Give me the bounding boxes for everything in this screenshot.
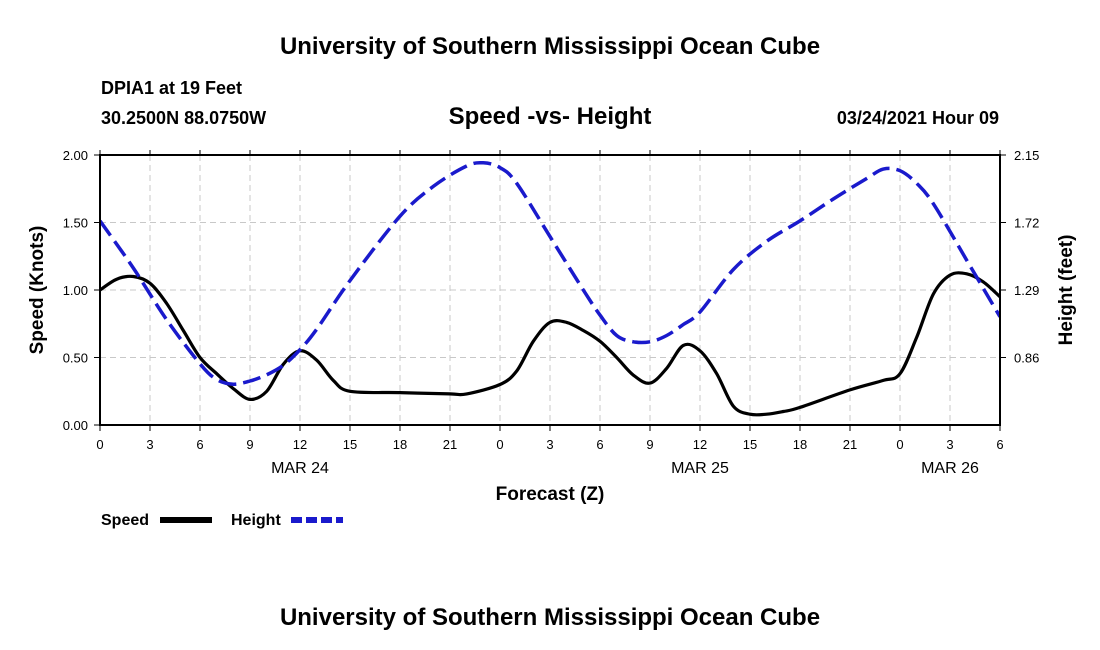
- series-lines: [100, 160, 1000, 417]
- x-date-label: MAR 24: [271, 460, 329, 477]
- y2-axis-label: Height (feet): [1056, 235, 1077, 346]
- x-tick-label: 9: [246, 437, 253, 452]
- y2-tick-label: 0.86: [1014, 351, 1039, 366]
- y-tick-label: 2.00: [63, 148, 88, 163]
- y2-tick-label: 1.29: [1014, 283, 1039, 298]
- x-tick-label: 9: [646, 437, 653, 452]
- legend: Speed Height: [101, 512, 343, 529]
- y2-tick-label: 1.72: [1014, 216, 1039, 231]
- y-tick-label: 1.50: [63, 216, 88, 231]
- chart-title: Speed -vs- Height: [449, 103, 652, 130]
- station-label: DPIA1 at 19 Feet: [101, 78, 242, 98]
- x-tick-label: 18: [793, 437, 807, 452]
- axes: 0 3 6 9 12 15 18 21 0 3 6 9 12 15 18 21 0 3 6 MAR 24 MAR 25 M…: [63, 148, 1040, 477]
- speed-series-line: [100, 271, 1000, 417]
- x-tick-label: 0: [96, 437, 103, 452]
- page-title: University of Southern Mississippi Ocean…: [280, 33, 820, 60]
- x-tick-label: 0: [496, 437, 503, 452]
- x-axis-label: Forecast (Z): [496, 484, 605, 505]
- height-series-line: [100, 160, 1000, 386]
- x-tick-label: 3: [146, 437, 153, 452]
- x-tick-label: 3: [946, 437, 953, 452]
- x-tick-label: 6: [996, 437, 1003, 452]
- x-tick-label: 21: [843, 437, 857, 452]
- gridlines: [100, 155, 1000, 425]
- y2-tick-label: 2.15: [1014, 148, 1039, 163]
- x-tick-label: 21: [443, 437, 457, 452]
- x-tick-label: 12: [293, 437, 307, 452]
- legend-speed-label: Speed: [101, 512, 149, 529]
- legend-height-label: Height: [231, 512, 281, 529]
- x-date-label: MAR 26: [921, 460, 979, 477]
- x-tick-label: 0: [896, 437, 903, 452]
- y-axis-label: Speed (Knots): [27, 226, 48, 355]
- x-tick-label: 6: [196, 437, 203, 452]
- x-tick-label: 15: [343, 437, 357, 452]
- location-label: 30.2500N 88.0750W: [101, 108, 266, 128]
- forecast-datetime: 03/24/2021 Hour 09: [837, 108, 999, 128]
- x-tick-label: 6: [596, 437, 603, 452]
- x-tick-label: 15: [743, 437, 757, 452]
- x-tick-label: 12: [693, 437, 707, 452]
- x-tick-label: 18: [393, 437, 407, 452]
- y-tick-label: 1.00: [63, 283, 88, 298]
- footer-title: University of Southern Mississippi Ocean…: [280, 604, 820, 631]
- y-tick-label: 0.50: [63, 351, 88, 366]
- x-date-label: MAR 25: [671, 460, 729, 477]
- x-tick-label: 3: [546, 437, 553, 452]
- y-tick-label: 0.00: [63, 418, 88, 433]
